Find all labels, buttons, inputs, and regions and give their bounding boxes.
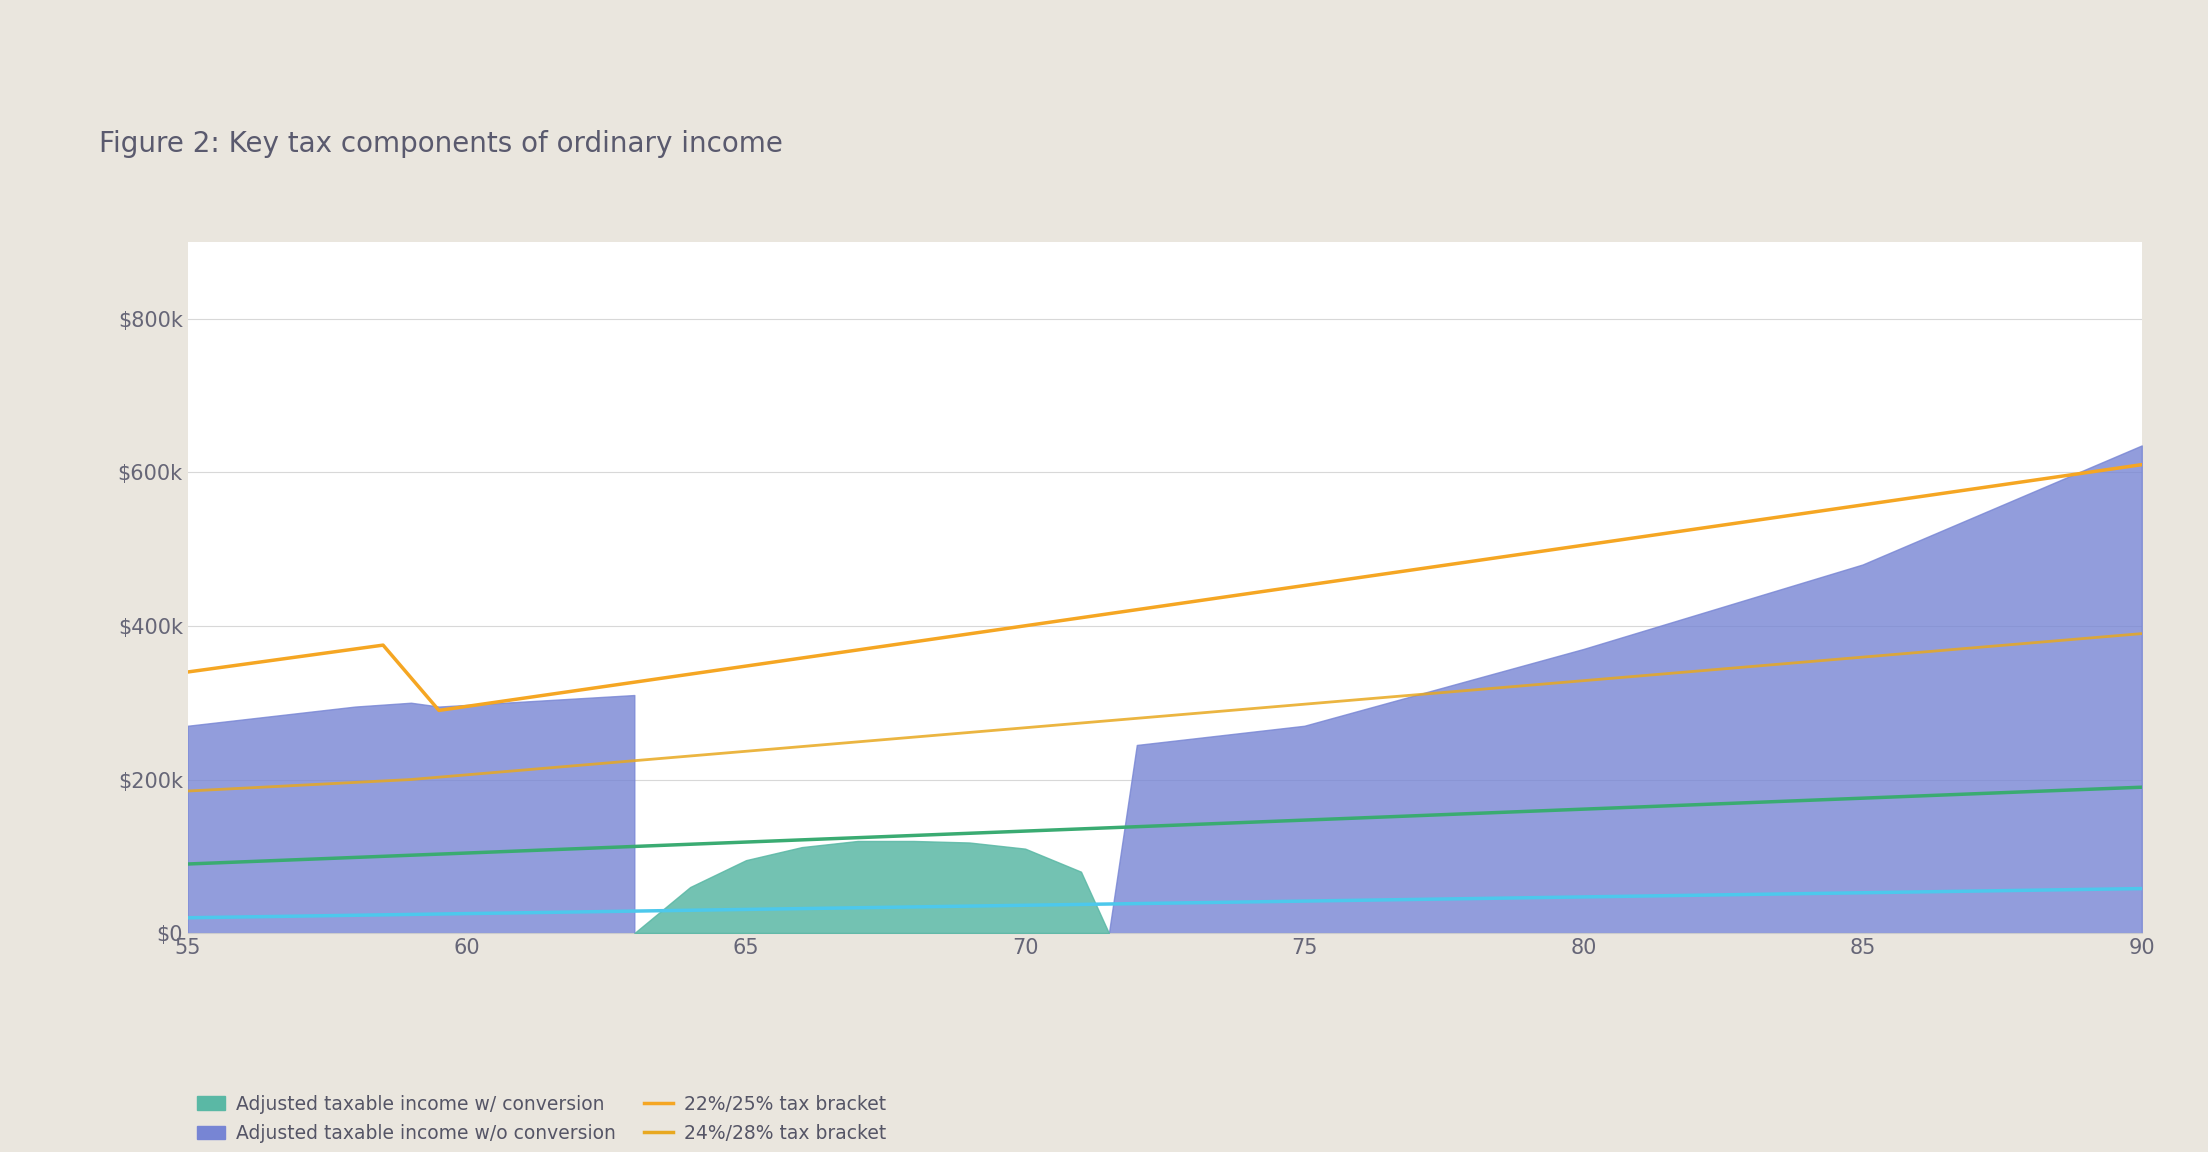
Legend: Adjusted taxable income w/ conversion, Adjusted taxable income w/o conversion, 1: Adjusted taxable income w/ conversion, A…	[197, 1094, 885, 1152]
Text: Figure 2: Key tax components of ordinary income: Figure 2: Key tax components of ordinary…	[99, 130, 784, 158]
